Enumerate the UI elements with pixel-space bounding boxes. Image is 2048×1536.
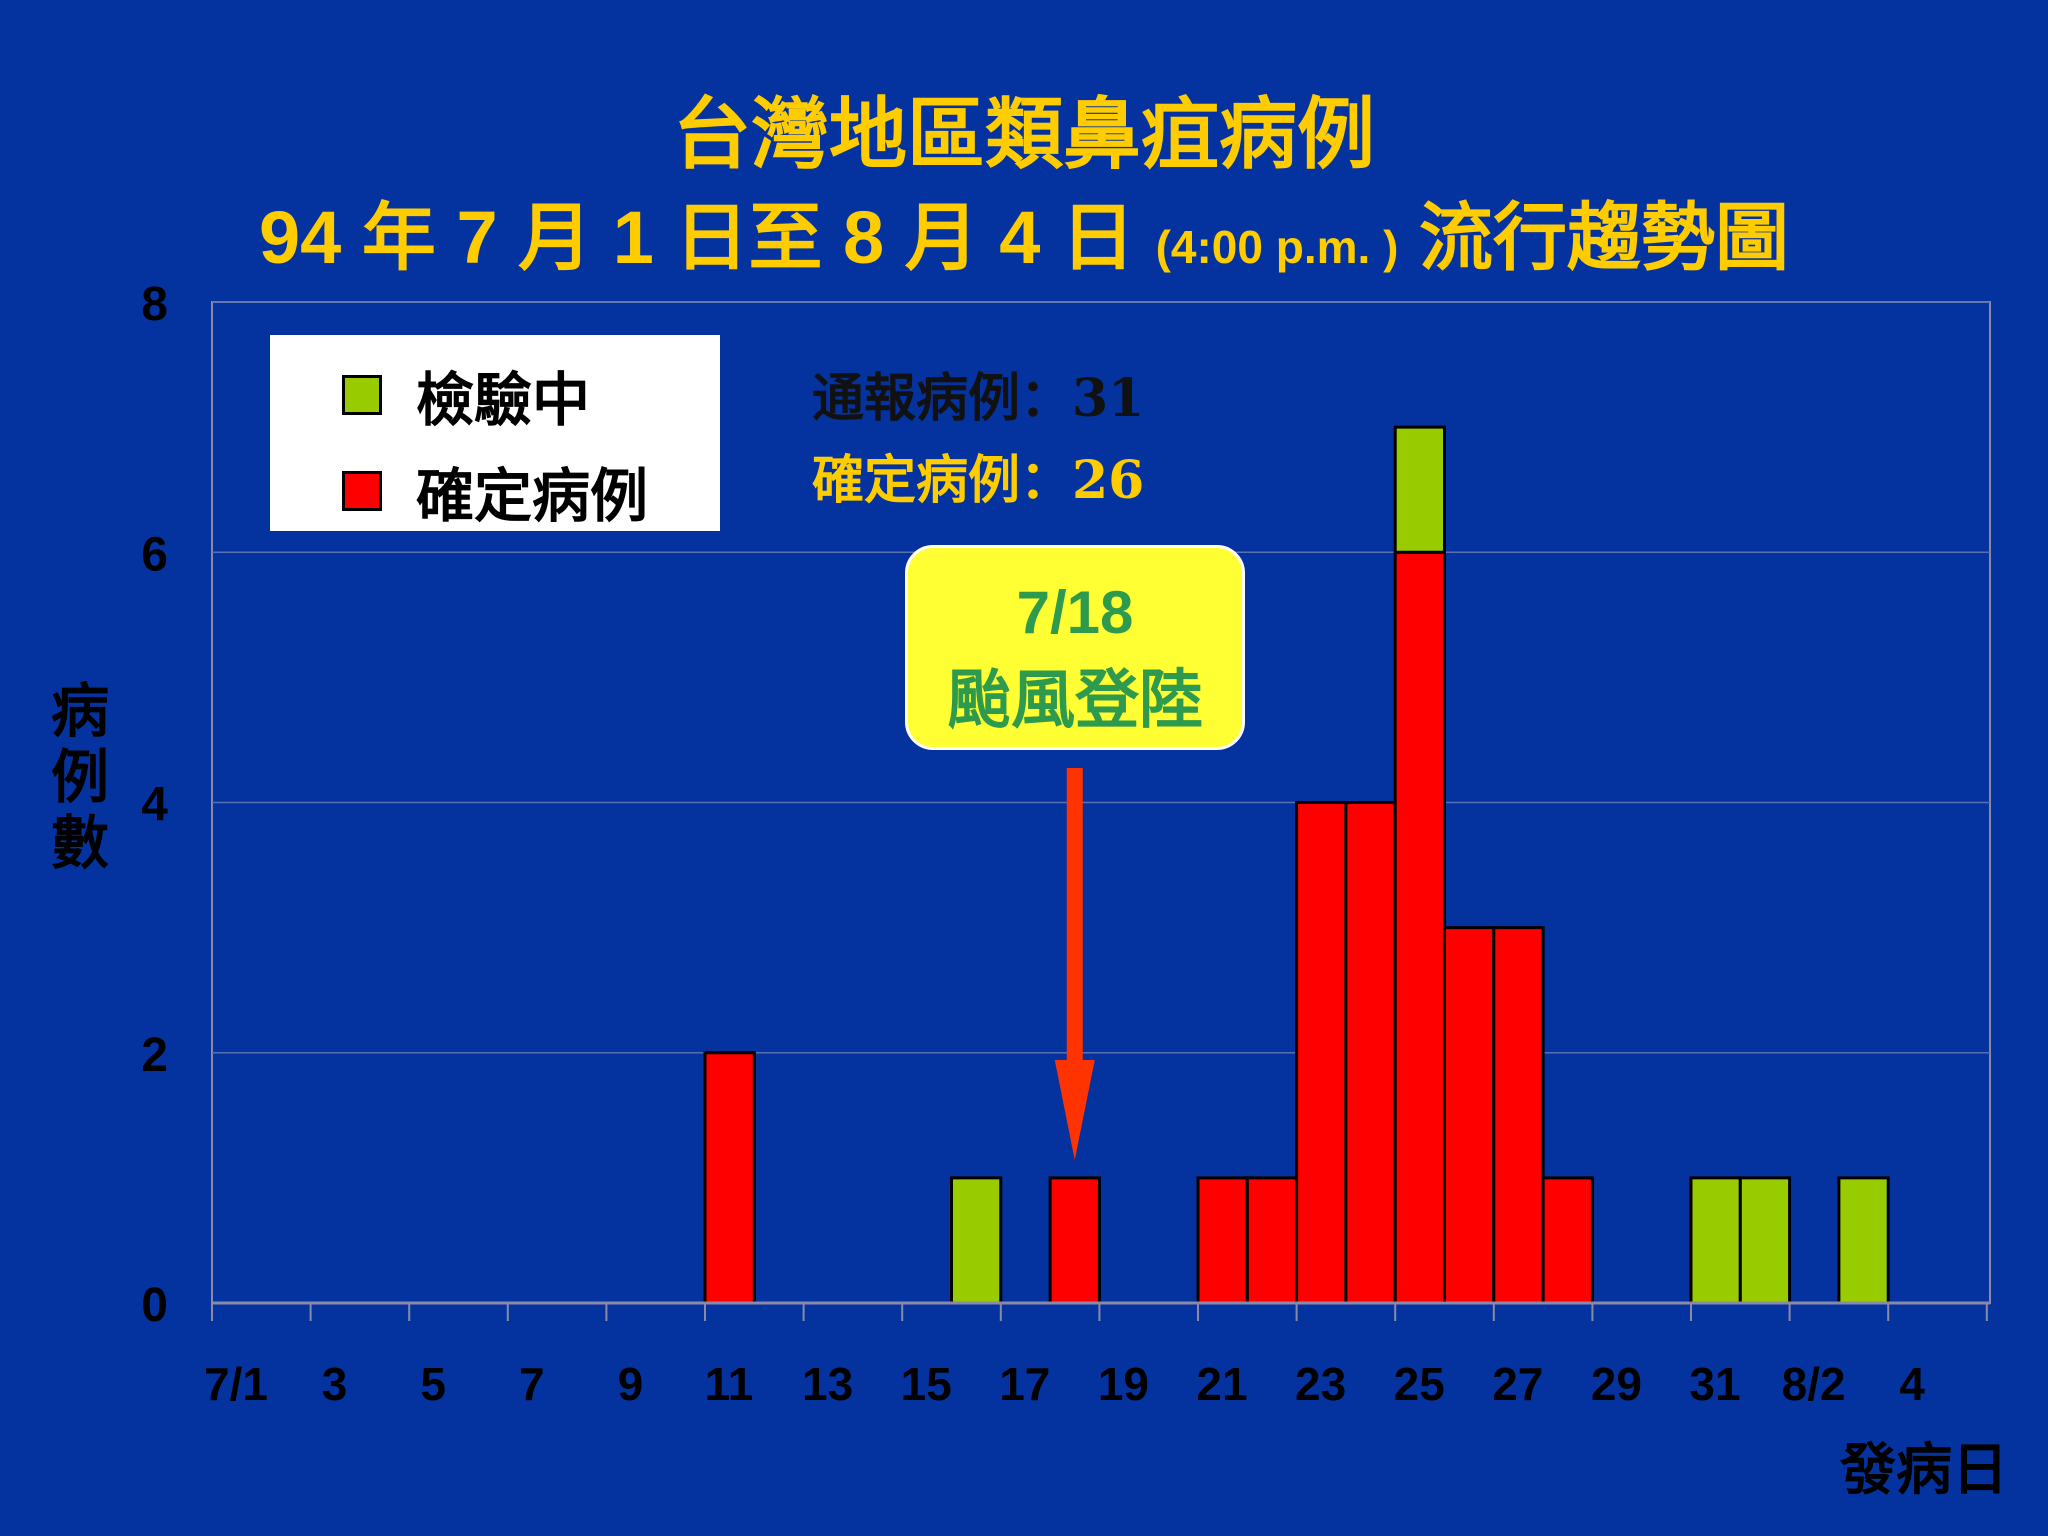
bar-confirmed — [1492, 926, 1545, 1305]
x-tick-label: 13 — [802, 1358, 853, 1410]
bar-testing — [1689, 1176, 1742, 1305]
bar-testing — [1738, 1176, 1792, 1305]
y-tick-label: 0 — [141, 1279, 168, 1332]
bar-confirmed — [703, 1051, 756, 1305]
y-tick-label: 6 — [141, 528, 168, 581]
axes: 0 2 4 6 8 7/1 3 5 7 9 11 13 15 17 19 21 23 25 27 29 31 8/2 4 — [141, 278, 1990, 1410]
x-tick-label: 15 — [901, 1358, 952, 1410]
x-tick-label: 7/1 — [204, 1358, 268, 1410]
bar-confirmed — [1393, 550, 1446, 1305]
y-tick-label: 4 — [141, 779, 168, 832]
x-tick-label: 8/2 — [1782, 1358, 1846, 1410]
x-tick-label: 21 — [1196, 1358, 1247, 1410]
y-axis-label: 病例數 — [50, 677, 109, 877]
x-tick-label: 5 — [420, 1358, 446, 1410]
bar-confirmed — [1541, 1176, 1594, 1305]
title-time: (4:00 p.m. ) — [1155, 221, 1399, 273]
bar-testing — [950, 1176, 1003, 1305]
x-tick-label: 3 — [322, 1358, 348, 1410]
legend-item-confirmed: 確定病例 — [342, 449, 648, 533]
legend-label-testing: 檢驗中 — [416, 366, 591, 434]
arrow-head — [1054, 1060, 1095, 1160]
arrow-shaft — [1066, 768, 1083, 1063]
chart-title-line2: 94 年 7 月 1 日至 8 月 4 日 (4:00 p.m. ) 流行趨勢圖 — [0, 178, 2048, 285]
bar-confirmed — [1295, 801, 1348, 1305]
bar-confirmed — [1048, 1176, 1101, 1305]
x-tick-label: 27 — [1492, 1358, 1543, 1410]
bar-confirmed — [1443, 926, 1496, 1305]
x-axis-label: 發病日 — [1840, 1437, 2008, 1503]
x-tick-label: 7 — [519, 1358, 545, 1410]
legend: 檢驗中 確定病例 — [270, 335, 720, 531]
bar-confirmed — [1344, 801, 1397, 1305]
bar-confirmed — [1196, 1176, 1249, 1305]
x-tick-label: 9 — [618, 1358, 644, 1410]
title-date-range: 94 年 7 月 1 日至 8 月 4 日 — [259, 196, 1135, 279]
x-tick-label: 19 — [1098, 1358, 1149, 1410]
y-tick-label: 2 — [141, 1029, 168, 1082]
bars — [703, 425, 1890, 1305]
legend-label-confirmed: 確定病例 — [416, 462, 649, 530]
title-suffix: 流行趨勢圖 — [1418, 196, 1789, 279]
chart-title-line1: 台灣地區類鼻疽病例 — [672, 90, 1375, 178]
bar-confirmed — [1245, 1176, 1299, 1305]
typhoon-arrow — [1054, 768, 1095, 1160]
callout-date: 7/18 — [1016, 579, 1134, 646]
confirmed-cases-count: 確定病例：26 — [812, 450, 1145, 511]
legend-item-testing: 檢驗中 — [342, 353, 590, 437]
bar-testing — [1837, 1176, 1890, 1305]
bar-testing — [1393, 425, 1446, 554]
x-tick-label: 25 — [1394, 1358, 1445, 1410]
x-tick-label: 31 — [1689, 1358, 1740, 1410]
legend-swatch-testing — [342, 375, 382, 415]
typhoon-callout: 7/18 颱風登陸 — [905, 545, 1245, 750]
x-tick-label: 29 — [1591, 1358, 1642, 1410]
reported-cases-count: 通報病例：31 — [812, 368, 1145, 429]
y-tick-label: 8 — [141, 278, 168, 331]
legend-swatch-confirmed — [342, 471, 382, 511]
x-tick-label: 4 — [1899, 1358, 1925, 1410]
x-tick-label: 23 — [1295, 1358, 1346, 1410]
x-tick-label: 17 — [999, 1358, 1050, 1410]
x-tick-label: 11 — [705, 1358, 754, 1410]
callout-text: 颱風登陸 — [947, 663, 1203, 738]
